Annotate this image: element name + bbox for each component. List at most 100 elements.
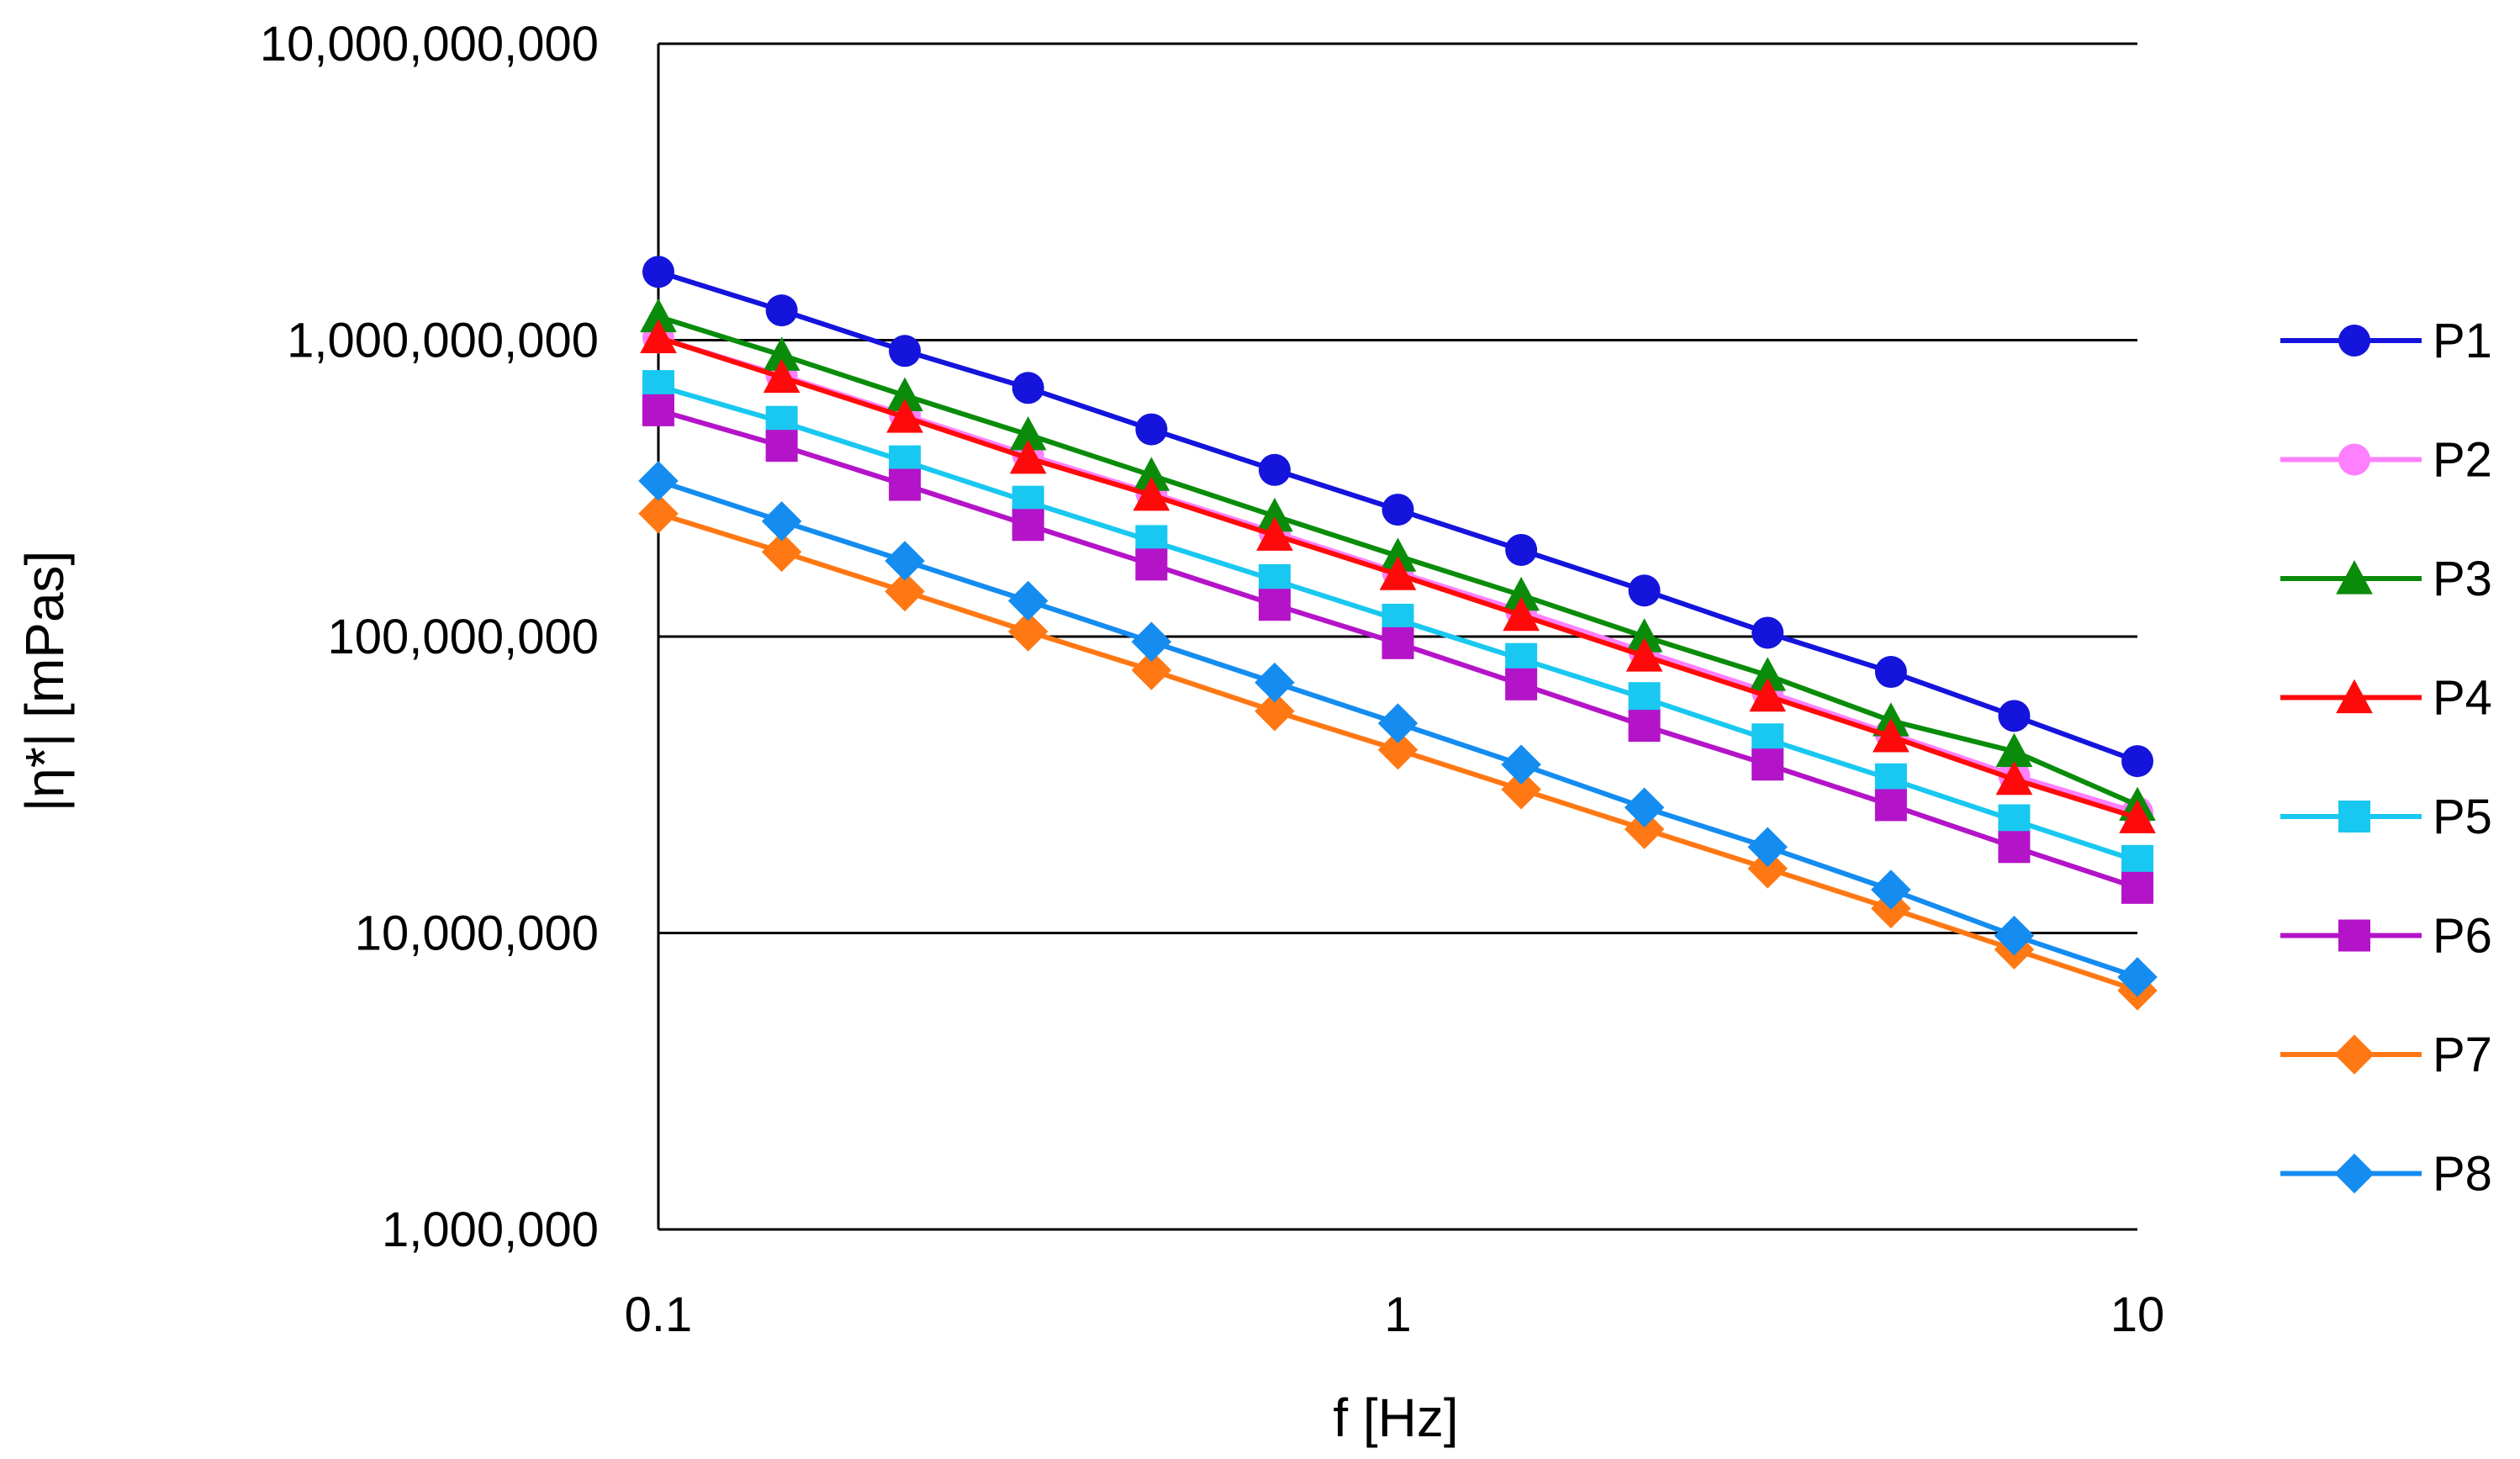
data-point: [1628, 710, 1661, 743]
data-point: [1377, 729, 1418, 770]
legend-marker: [2338, 919, 2370, 952]
axes: 1,000,000 10,000,000 100,000,000 1,000,000,…: [260, 17, 2164, 1342]
legend-label: P3: [2433, 552, 2492, 606]
data-point: [763, 358, 800, 394]
data-point: [1379, 537, 1417, 572]
data-point: [2119, 799, 2156, 833]
data-point: [1255, 662, 1295, 703]
legend-label: P5: [2433, 790, 2492, 844]
data-point: [1628, 574, 1661, 607]
data-point: [2117, 957, 2158, 997]
data-point: [1874, 656, 1907, 689]
legend-item-p6: P6: [2280, 909, 2492, 964]
legend-label: P8: [2433, 1147, 2492, 1202]
data-point: [1873, 718, 1910, 753]
series-p6: [642, 394, 2153, 904]
y-tick-label: 1,000,000,000: [287, 314, 599, 368]
data-point: [1871, 870, 1911, 910]
data-point: [642, 256, 674, 288]
legend-marker: [2338, 801, 2370, 833]
legend-label: P7: [2433, 1028, 2492, 1082]
data-point: [1256, 516, 1293, 551]
data-point: [2121, 745, 2153, 778]
data-point: [1256, 497, 1293, 532]
data-point: [1255, 691, 1295, 732]
series-p8: [638, 461, 2158, 997]
legend-item-p4: P4: [2280, 671, 2492, 726]
data-point: [1382, 626, 1414, 659]
data-point: [889, 468, 922, 501]
data-point: [1749, 677, 1787, 712]
data-point: [1501, 744, 1541, 785]
data-point: [1009, 439, 1047, 474]
data-point: [638, 493, 679, 534]
data-point: [1501, 769, 1541, 810]
data-point: [2121, 844, 2153, 877]
data-point: [765, 294, 798, 327]
data-point: [1382, 494, 1414, 526]
legend-marker: [2334, 1034, 2375, 1075]
data-point: [1503, 596, 1540, 632]
data-point: [1258, 453, 1291, 486]
data-point: [1747, 827, 1788, 868]
data-point: [1505, 668, 1538, 700]
legend-label: P1: [2433, 314, 2492, 368]
data-point: [1625, 637, 1663, 672]
x-axis-title: f [Hz]: [1333, 1388, 1458, 1448]
data-point: [886, 377, 923, 412]
data-point: [1628, 682, 1661, 715]
legend-label: P4: [2433, 671, 2492, 726]
data-point: [765, 430, 798, 463]
data-point: [1131, 650, 1172, 690]
data-point: [1258, 589, 1291, 621]
data-point: [1007, 580, 1049, 621]
legend-item-p2: P2: [2280, 433, 2492, 488]
data-point: [1998, 700, 2031, 732]
data-point: [1135, 548, 1168, 581]
data-point: [1995, 732, 2033, 768]
data-point: [886, 399, 923, 433]
data-point: [1998, 831, 2031, 864]
x-tick-label: 10: [2111, 1287, 2165, 1342]
y-tick-label: 10,000,000: [355, 907, 599, 961]
data-point: [642, 394, 674, 426]
legend: P1 P2 P3 P4 P5 P6 P7 P8: [2280, 314, 2492, 1202]
legend-marker: [2336, 560, 2373, 595]
y-tick-label: 10,000,000,000: [260, 17, 599, 71]
data-point: [1998, 804, 2031, 837]
data-point: [1379, 556, 1417, 590]
data-point: [1133, 457, 1170, 491]
data-point: [885, 541, 925, 581]
data-point: [1377, 703, 1418, 743]
data-point: [1625, 618, 1663, 653]
legend-label: P6: [2433, 909, 2492, 964]
data-point: [1624, 787, 1665, 828]
legend-marker: [2338, 325, 2370, 357]
data-point: [761, 531, 802, 573]
y-tick-label: 1,000,000: [382, 1203, 599, 1257]
data-point: [1012, 372, 1044, 404]
data-point: [763, 336, 800, 371]
legend-item-p3: P3: [2280, 552, 2492, 606]
data-point: [640, 298, 677, 333]
series-group: [638, 256, 2158, 1011]
data-point: [638, 461, 679, 501]
data-point: [761, 501, 802, 542]
data-point: [1624, 809, 1665, 849]
data-point: [889, 335, 922, 367]
legend-item-p8: P8: [2280, 1147, 2492, 1202]
data-point: [1749, 657, 1787, 691]
legend-marker: [2336, 679, 2373, 714]
data-point: [2121, 871, 2153, 904]
data-point: [1007, 611, 1049, 652]
legend-item-p1: P1: [2280, 314, 2492, 368]
x-tick-label: 1: [1384, 1287, 1411, 1342]
data-point: [1505, 533, 1538, 566]
data-point: [1995, 760, 2033, 796]
data-point: [1135, 413, 1168, 446]
legend-item-p5: P5: [2280, 790, 2492, 844]
data-point: [1009, 416, 1047, 451]
data-point: [1131, 621, 1172, 662]
data-point: [1874, 789, 1907, 822]
